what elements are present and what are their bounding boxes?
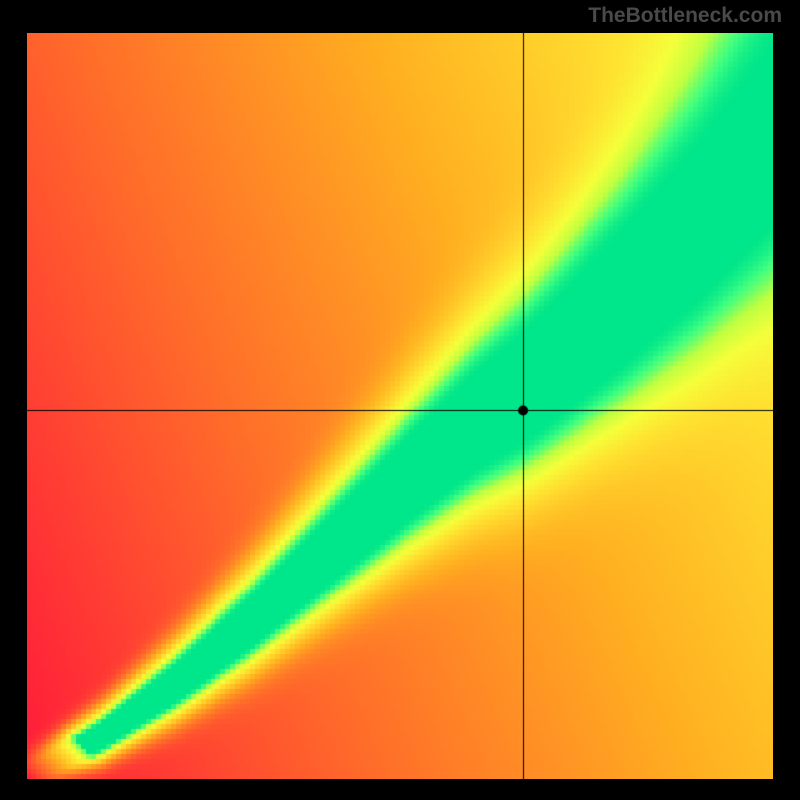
watermark-text: TheBottleneck.com (588, 4, 782, 28)
bottleneck-heatmap (27, 33, 773, 779)
image-root: TheBottleneck.com (0, 0, 800, 800)
